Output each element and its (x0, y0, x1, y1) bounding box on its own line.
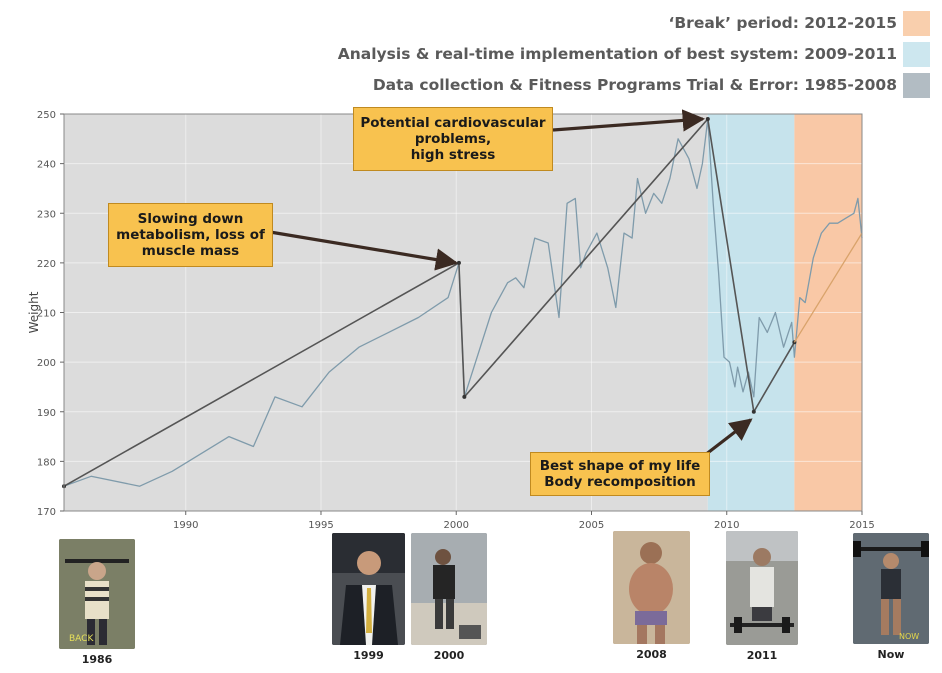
legend-label: Data collection & Fitness Programs Trial… (372, 76, 897, 94)
legend-swatch (903, 10, 930, 36)
series-point (751, 409, 756, 414)
annotation-arrow (269, 230, 459, 271)
y-tick-label: 220 (37, 259, 56, 270)
svg-text:NOW: NOW (899, 632, 919, 641)
legend-swatch (903, 41, 930, 67)
photo-2000: 2000 (411, 533, 487, 662)
photo-now: NOW Now (853, 533, 929, 661)
y-tick-label: 190 (37, 408, 56, 419)
y-tick-label: 240 (37, 160, 56, 171)
series-point (456, 260, 461, 265)
y-tick-label: 180 (37, 457, 56, 468)
series-point (462, 394, 467, 399)
legend-label: Analysis & real-time implementation of b… (337, 45, 897, 63)
photo-caption: 2008 (636, 648, 667, 661)
annotation-arrow (704, 418, 753, 457)
callout-cardio: Potential cardiovascular problems, high … (353, 107, 553, 171)
series-lines (62, 116, 863, 489)
y-tick-label: 170 (37, 507, 56, 518)
series-point (705, 116, 710, 121)
photo-caption: 1999 (353, 649, 384, 662)
photo-2008: 2008 (613, 531, 690, 661)
photo-caption: 2011 (746, 649, 778, 662)
callout-best-shape: Best shape of my life Body recomposition (530, 452, 710, 496)
photo-caption: 2000 (433, 649, 465, 662)
svg-text:BACK: BACK (69, 634, 94, 644)
y-tick-label: 230 (37, 209, 56, 220)
legend-item-analysis: Analysis & real-time implementation of b… (338, 39, 930, 69)
photo-caption: Now (877, 648, 905, 661)
x-tick-label: 2000 (444, 520, 469, 531)
photo-2011: 2011 (726, 531, 798, 662)
y-tick-label: 210 (37, 309, 56, 320)
axes: 170 180 190 200 210 220 230 240 250 1990 1995 2000 2… (27, 110, 875, 531)
annotation-arrows (269, 109, 753, 457)
x-tick-label: 1990 (173, 520, 198, 531)
photo-caption: 1986 (81, 653, 113, 666)
x-tick-label: 2005 (579, 520, 604, 531)
series-line-0 (63, 118, 863, 487)
legend-item-data-collection: Data collection & Fitness Programs Trial… (338, 70, 930, 100)
photo-1999: 1999 (332, 533, 405, 662)
legend-item-break: ‘Break’ period: 2012-2015 (338, 8, 930, 38)
annotation-arrow (552, 109, 706, 132)
legend-label: ‘Break’ period: 2012-2015 (668, 14, 897, 32)
y-tick-label: 200 (37, 358, 56, 369)
x-tick-label: 1995 (308, 520, 333, 531)
photo-image (613, 531, 690, 644)
x-tick-label: 2010 (714, 520, 739, 531)
y-tick-label: 250 (37, 110, 56, 121)
photo-image (411, 533, 487, 645)
x-tick-label: 2015 (849, 520, 874, 531)
series-line-1 (63, 118, 796, 487)
legend-swatch (903, 72, 930, 98)
photo-image: BACK (59, 539, 135, 649)
y-axis-label: Weight (27, 291, 41, 333)
photo-image (726, 531, 798, 645)
photo-image (332, 533, 405, 645)
photo-image: NOW (853, 533, 929, 644)
legend: ‘Break’ period: 2012-2015 Analysis & rea… (338, 8, 930, 101)
photo-1986: BACK 1986 (59, 539, 135, 666)
series-line-2 (793, 232, 863, 343)
callout-metabolism: Slowing down metabolism, loss of muscle … (108, 203, 273, 267)
